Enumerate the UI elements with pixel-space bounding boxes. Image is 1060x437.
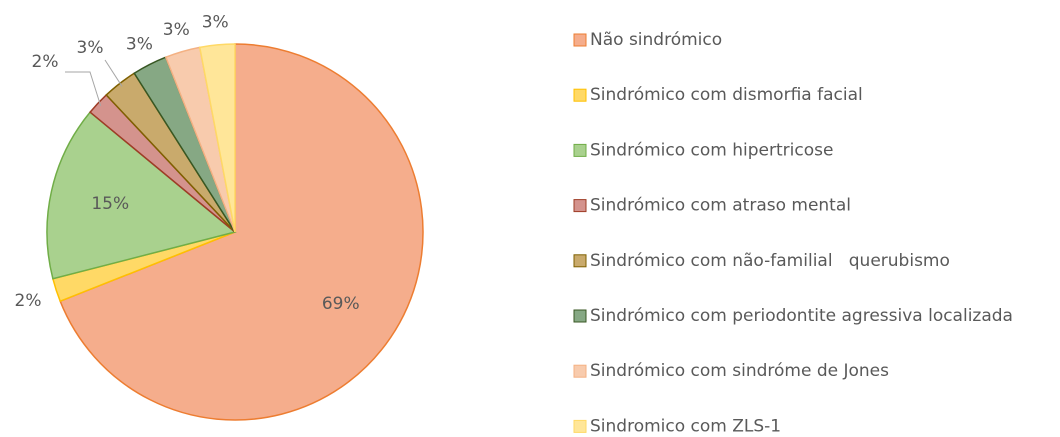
data-label: 3% bbox=[126, 34, 153, 54]
legend-label: Não sindrómico bbox=[590, 30, 722, 50]
legend-label: Sindrómico com atraso mental bbox=[590, 196, 851, 216]
data-label: 3% bbox=[77, 38, 104, 58]
legend-swatch bbox=[573, 309, 587, 323]
pie-slice bbox=[46, 111, 237, 280]
legend-label: Sindrómico com não-familial querubismo bbox=[590, 251, 950, 271]
legend-swatch bbox=[573, 33, 587, 47]
legend-swatch bbox=[573, 254, 587, 268]
legend-swatch bbox=[573, 88, 587, 102]
legend-label: Sindrómico com periodontite agressiva lo… bbox=[590, 306, 1013, 326]
leader-line bbox=[65, 71, 102, 107]
legend-swatch bbox=[573, 419, 587, 433]
legend-swatch bbox=[573, 199, 587, 213]
legend-label: Sindrómico com dismorfia facial bbox=[590, 85, 863, 105]
legend-label: Sindrómico com hipertricose bbox=[590, 140, 833, 160]
data-label: 69% bbox=[322, 294, 360, 314]
data-label: 3% bbox=[202, 12, 229, 32]
legend-label: Sindromico com ZLS-1 bbox=[590, 416, 781, 436]
data-label: 2% bbox=[15, 291, 42, 311]
data-label: 15% bbox=[91, 194, 129, 214]
leader-line bbox=[104, 59, 123, 87]
legend-swatch bbox=[573, 364, 587, 378]
data-label: 2% bbox=[32, 52, 59, 72]
legend-swatch bbox=[573, 143, 587, 157]
legend-label: Sindrómico com sindróme de Jones bbox=[590, 361, 889, 381]
pie-slice bbox=[198, 43, 236, 233]
data-label: 3% bbox=[163, 20, 190, 40]
pie-slice bbox=[59, 43, 424, 421]
